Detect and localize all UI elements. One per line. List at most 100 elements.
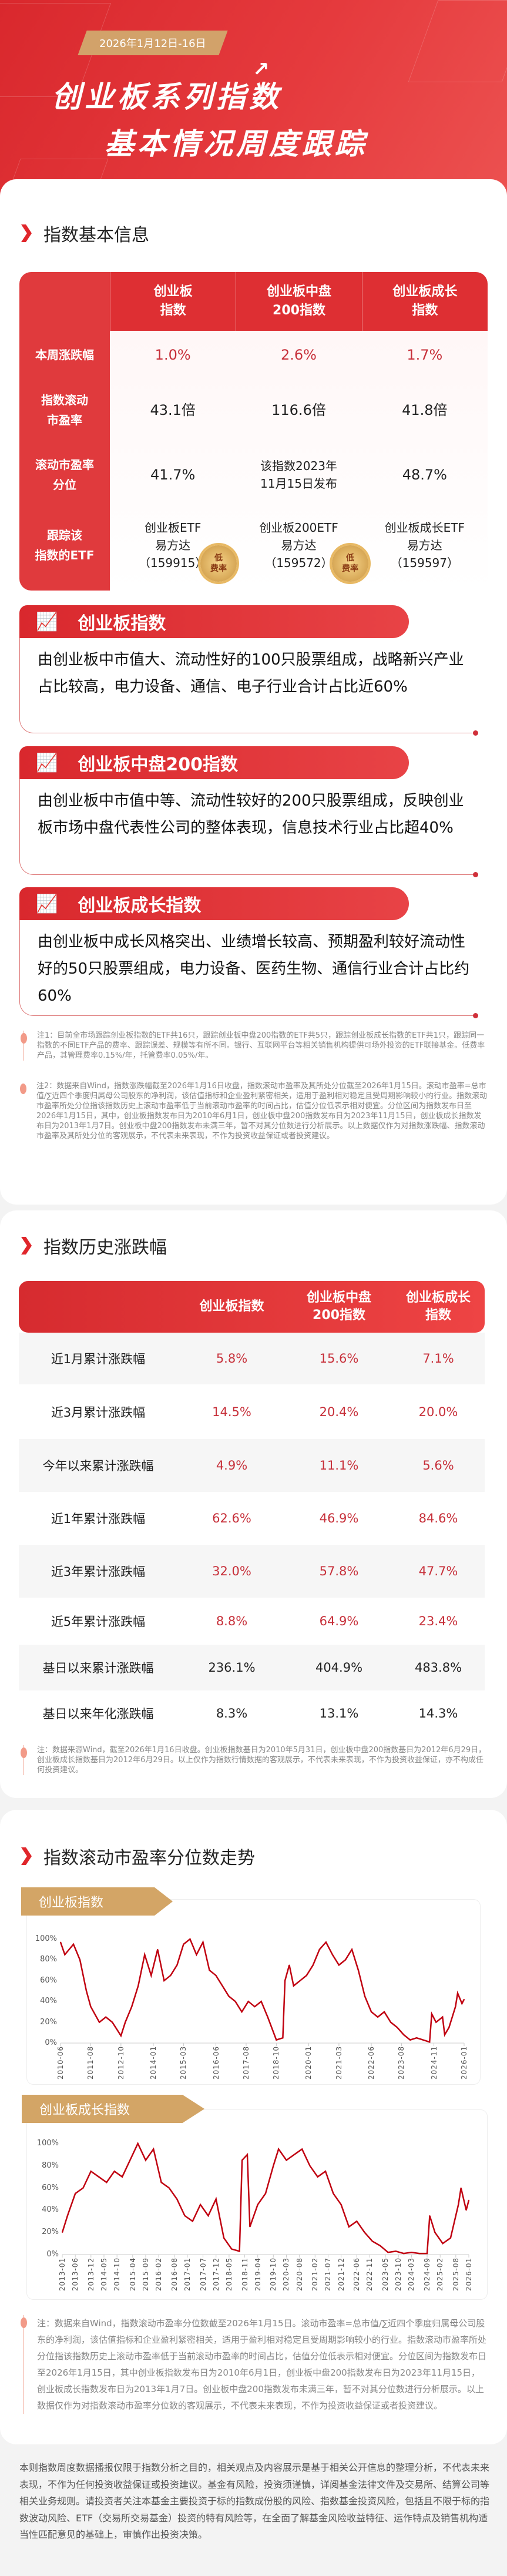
data-point [241,2159,243,2161]
history-note: 注：数据来源Wind，截至2026年1月16日收盘。创业板指数基日为2010年5… [21,1745,488,1775]
x-tick-label: 2018-11 [240,2257,249,2291]
x-tick-label: 2025-02 [436,2257,445,2291]
chart-growth-icon: 📈 [36,611,58,632]
data-point [377,2016,378,2018]
hero-title-line2: 基本情况周度跟踪 [105,127,368,161]
data-point [90,2006,92,2007]
column-header: 创业板成长 指数 [361,272,488,331]
data-point [465,2209,467,2211]
data-point [137,1985,139,1987]
data-point [228,1995,230,1997]
data-point [332,1954,333,1956]
data-point [202,1941,204,1943]
history-table: 创业板指数 创业板中盘 200指数 创业板成长 指数 近1月累计涨跌幅 5.8% 1… [19,1281,485,1736]
etf-link[interactable]: 创业板200ETF 易方达 （159572） [259,521,338,570]
data-point [120,2035,122,2037]
data-point [239,2250,240,2252]
disclaimer: 本则指数周度数据播报仅限于指数分析之目的，相关观点及内容展示是基于相关公开信息的… [19,2462,490,2540]
y-tick-label: 100% [36,2139,59,2148]
data-point [267,2016,268,2018]
data-point [411,2252,412,2253]
arrow-up-icon: ↗ [253,58,270,81]
data-point [64,1954,66,1956]
y-tick-label: 20% [42,2228,59,2237]
y-tick-label: 0% [46,2250,59,2259]
y-tick-label: 60% [42,2183,59,2192]
data-point [348,2226,350,2228]
data-point [301,2148,303,2150]
table-row: 跟踪该 指数的ETF 创业板ETF 易方达 （159915） 创业板200ETF… [19,516,488,575]
desc-text: 由创业板中市值大、流动性好的100只股票组成，战略新兴产业占比较高，电力设备、通… [19,638,478,736]
table-body: 近1月累计涨跌幅 5.8% 15.6% 7.1% 近3月累计涨跌幅 14.5% 20.4% 2… [19,1333,485,1736]
cell: 4.9% [216,1458,248,1473]
data-point [144,1954,146,1956]
cell: 5.8% [216,1351,248,1366]
data-point [98,2176,99,2178]
data-point [455,2006,456,2007]
row-label: 基日以来年化涨跌幅 [42,1707,154,1721]
data-point [137,2143,139,2144]
data-point [435,2021,437,2023]
cell: 46.9% [319,1511,359,1525]
data-point [293,2154,295,2155]
y-tick-label: 80% [40,1955,57,1964]
y-tick-label: 100% [35,1934,57,1943]
x-tick-label: 2025-08 [451,2257,460,2291]
low-fee-seal-icon: 低 费率 [332,545,368,582]
data-point [183,1944,184,1945]
y-tick-label: 60% [40,1975,57,1985]
data-point [160,2182,162,2183]
data-point [215,1975,217,1976]
row-label: 近3年累计涨跌幅 [51,1565,146,1579]
data-point [284,1980,286,1981]
data-point [176,1964,178,1966]
data-point [234,2001,236,2002]
x-tick-label: 2013-01 [58,2257,66,2291]
data-point [397,2027,398,2028]
x-tick-label: 2016-02 [155,2257,163,2291]
data-point [247,2154,248,2155]
data-point [170,1975,172,1976]
data-point [145,2159,146,2161]
row-label: 近1月累计涨跌幅 [51,1352,146,1366]
data-point [276,2039,277,2041]
data-point [338,1964,340,1966]
chart-tag-2: 创业板成长指数 [22,2095,204,2123]
data-point [99,2021,100,2023]
data-point [395,2250,397,2252]
cell: 84.6% [418,1511,458,1525]
column-header: 创业板指数 [199,1299,264,1314]
data-point [299,1980,301,1981]
data-point [403,2034,404,2035]
data-point [416,2037,417,2038]
note-1: 注1：目前全市场跟踪创业板指数的ETF共16只，跟踪创业板中盘200指数的ETF… [21,1031,488,1061]
data-point [73,1944,74,1945]
data-point [468,2199,469,2201]
x-tick-label: 2019-10 [269,2257,278,2291]
row-label: 近1年累计涨跌幅 [51,1512,146,1526]
x-tick-label: 2013-12 [86,2257,95,2291]
data-point [442,2016,444,2018]
data-point [403,2253,404,2254]
x-tick-label: 2026-01 [465,2257,473,2291]
note-2: 注2：数据来自Wind，指数涨跌幅截至2026年1月16日收盘，指数滚动市盈率及… [20,1081,488,1141]
basic-info-table: 创业板 指数 创业板中盘 200指数 创业板成长 指数 本周涨跌幅 1.0% 2… [19,272,488,591]
hero-banner: 2026年1月12日-16日 创业板系列指数 ↗ 基本情况周度跟踪 [0,0,507,200]
data-point [364,1995,365,1997]
etf-link[interactable]: 创业板ETF 易方达 （159915） [138,521,207,570]
hero-title-line1: 创业板系列指数 [52,80,282,114]
etf-link[interactable]: 创业板成长ETF 易方达 （159597） [384,521,465,570]
column-header: 创业板 指数 [110,272,236,331]
data-point [196,1954,197,1956]
table-row: 近5年累计涨跌幅 8.8% 64.9% 23.4% [19,1598,485,1645]
table-row: 滚动市盈率 分位 41.7% 该指数2023年 11月15日发布 48.7% [19,451,488,498]
data-point [131,2006,133,2007]
cell: 57.8% [319,1564,359,1578]
x-tick-label: 2023-10 [394,2257,403,2291]
data-point [265,2193,266,2194]
data-point [431,2013,432,2015]
data-point [106,2182,108,2183]
data-point [464,1998,465,2000]
data-point [157,1948,159,1950]
